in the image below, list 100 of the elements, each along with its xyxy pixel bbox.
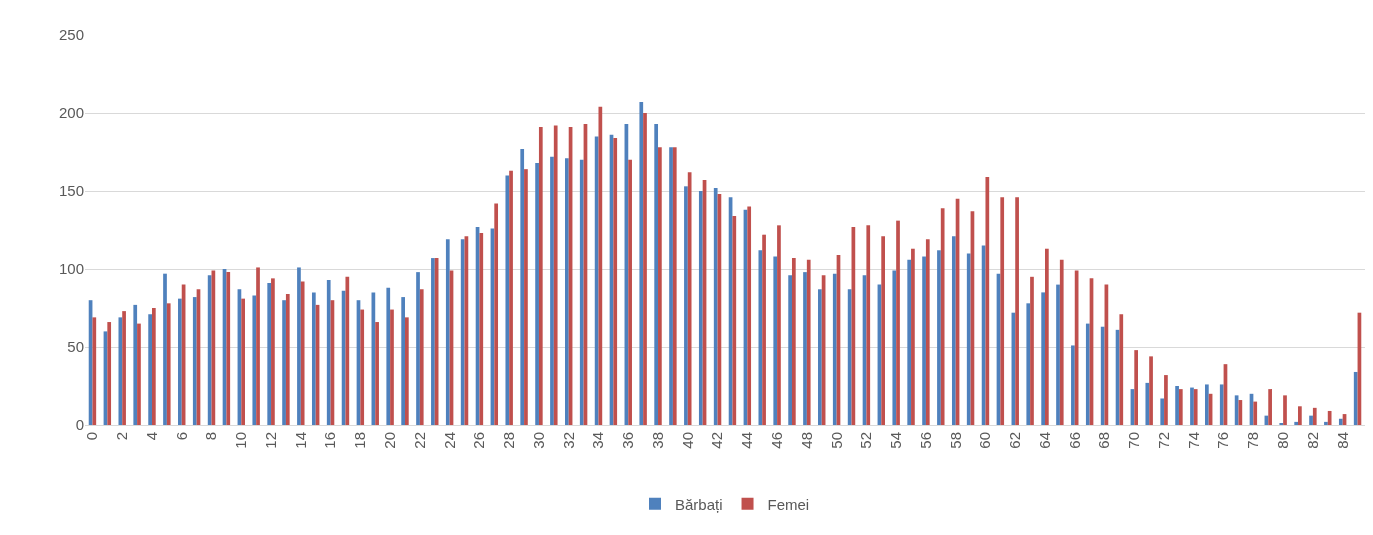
x-tick-label: 54 <box>887 432 905 449</box>
bar <box>911 248 915 425</box>
bar <box>788 275 792 425</box>
bar <box>151 308 156 425</box>
x-tick-label: 2 <box>113 432 131 441</box>
bar <box>907 259 912 425</box>
x-tick-label: 46 <box>767 432 785 449</box>
bar <box>267 283 272 425</box>
bar <box>658 147 662 425</box>
bar <box>922 256 926 425</box>
bar <box>966 253 971 425</box>
bar <box>1268 389 1272 425</box>
bar <box>285 293 290 425</box>
x-tick-label: 20 <box>380 432 398 449</box>
bar <box>732 215 737 425</box>
bar <box>1071 345 1075 425</box>
bar <box>524 169 528 425</box>
bar <box>1324 421 1328 425</box>
bar <box>148 314 152 425</box>
bar <box>672 147 677 425</box>
bar <box>137 323 141 425</box>
bar <box>122 311 126 425</box>
bar <box>1145 382 1150 425</box>
bar <box>256 267 260 425</box>
x-tick-label: 70 <box>1125 432 1143 449</box>
bar <box>300 281 305 425</box>
bar <box>832 273 837 425</box>
x-tick-label: 72 <box>1154 432 1172 449</box>
bar <box>207 275 212 425</box>
bar <box>598 106 603 425</box>
bar <box>1327 410 1332 425</box>
x-tick-label: 80 <box>1274 432 1292 449</box>
bar <box>1056 284 1060 425</box>
x-tick-label: 36 <box>619 432 637 449</box>
bar <box>494 203 499 425</box>
bar <box>1193 389 1198 425</box>
bar <box>326 279 331 425</box>
bar <box>133 304 138 425</box>
bar <box>505 175 510 425</box>
bar <box>282 300 286 425</box>
bar <box>92 317 97 425</box>
bar <box>579 159 584 425</box>
bar <box>166 303 171 425</box>
x-tick-label: 64 <box>1035 432 1053 449</box>
bar <box>565 158 569 425</box>
bar <box>1119 314 1124 425</box>
x-tick-label: 26 <box>470 432 488 449</box>
x-tick-label: 62 <box>1006 432 1024 449</box>
x-tick-label: 60 <box>976 432 994 449</box>
bar <box>390 309 394 425</box>
legend-label: Bărbați <box>675 495 723 513</box>
bar <box>1178 389 1183 425</box>
bar <box>1190 387 1194 425</box>
bar <box>1294 421 1299 425</box>
x-tick-label: 42 <box>708 432 726 449</box>
x-tick-label: 68 <box>1095 432 1113 449</box>
bar <box>178 298 182 425</box>
bar <box>1353 371 1358 425</box>
bar <box>1253 401 1258 425</box>
x-tick-label: 44 <box>738 432 756 449</box>
bar <box>271 278 275 425</box>
x-tick-label: 22 <box>410 432 428 449</box>
x-tick-label: 56 <box>916 432 934 449</box>
bar <box>118 317 123 425</box>
bar <box>747 206 752 425</box>
bar <box>940 208 945 425</box>
x-tick-label: 32 <box>559 432 577 449</box>
bar <box>431 258 435 425</box>
bar <box>1000 197 1005 425</box>
bar <box>1283 395 1287 425</box>
bar <box>241 298 245 425</box>
bar <box>538 127 543 425</box>
bar <box>252 295 257 425</box>
bar <box>401 297 405 425</box>
bar <box>163 273 167 425</box>
x-tick-label: 34 <box>589 432 607 449</box>
bar <box>818 289 822 425</box>
bar <box>951 236 956 425</box>
bar <box>866 225 871 425</box>
bar <box>445 239 450 425</box>
bar <box>628 159 632 425</box>
x-tick-label: 14 <box>291 432 309 449</box>
bar <box>1026 303 1031 425</box>
bar <box>892 270 897 425</box>
bar <box>1238 400 1243 425</box>
bar <box>311 292 316 425</box>
y-tick-label: 100 <box>58 260 84 278</box>
bar <box>107 322 112 425</box>
x-tick-label: 50 <box>827 432 845 449</box>
bar <box>791 258 796 425</box>
bar <box>698 191 703 425</box>
x-tick-label: 38 <box>648 432 666 449</box>
bar <box>896 220 900 425</box>
x-tick-label: 48 <box>797 432 815 449</box>
bar <box>687 172 692 425</box>
bar <box>345 276 350 425</box>
bar <box>509 170 513 425</box>
bar <box>713 187 718 425</box>
x-tick-label: 82 <box>1303 432 1321 449</box>
bar <box>386 287 391 425</box>
